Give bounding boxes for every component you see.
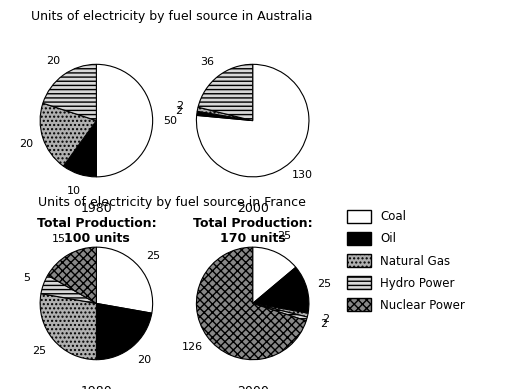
Text: 5: 5 bbox=[23, 273, 30, 283]
Text: Total Production:
100 units: Total Production: 100 units bbox=[36, 217, 156, 245]
Text: 130: 130 bbox=[292, 170, 313, 180]
Text: 10: 10 bbox=[67, 186, 80, 196]
Text: 2000: 2000 bbox=[237, 202, 269, 215]
Text: 126: 126 bbox=[182, 342, 203, 352]
Text: 25: 25 bbox=[146, 251, 160, 261]
Wedge shape bbox=[40, 294, 96, 360]
Wedge shape bbox=[43, 64, 96, 121]
Wedge shape bbox=[47, 247, 96, 303]
Wedge shape bbox=[96, 247, 153, 313]
Text: 1980: 1980 bbox=[81, 202, 112, 215]
Text: 2000: 2000 bbox=[237, 385, 269, 389]
Wedge shape bbox=[96, 64, 153, 177]
Wedge shape bbox=[253, 303, 307, 321]
Wedge shape bbox=[64, 121, 96, 177]
Text: 25: 25 bbox=[277, 231, 291, 241]
Text: 20: 20 bbox=[46, 56, 60, 65]
Wedge shape bbox=[253, 303, 308, 317]
Wedge shape bbox=[196, 64, 309, 177]
Wedge shape bbox=[197, 107, 253, 121]
Text: 15: 15 bbox=[52, 234, 66, 244]
Wedge shape bbox=[253, 247, 296, 303]
Text: 20: 20 bbox=[137, 355, 151, 365]
Text: 25: 25 bbox=[32, 346, 46, 356]
Text: Units of electricity by fuel source in France: Units of electricity by fuel source in F… bbox=[38, 196, 306, 209]
Wedge shape bbox=[96, 303, 152, 360]
Wedge shape bbox=[253, 267, 309, 313]
Text: 2: 2 bbox=[176, 106, 182, 116]
Legend: Coal, Oil, Natural Gas, Hydro Power, Nuclear Power: Coal, Oil, Natural Gas, Hydro Power, Nuc… bbox=[344, 207, 467, 314]
Text: Units of electricity by fuel source in Australia: Units of electricity by fuel source in A… bbox=[31, 10, 313, 23]
Wedge shape bbox=[198, 64, 253, 121]
Text: 25: 25 bbox=[317, 279, 331, 289]
Text: Total Production:
170 units: Total Production: 170 units bbox=[193, 217, 313, 245]
Wedge shape bbox=[40, 103, 96, 166]
Wedge shape bbox=[196, 111, 253, 121]
Wedge shape bbox=[196, 247, 306, 360]
Wedge shape bbox=[41, 275, 96, 303]
Text: 2: 2 bbox=[320, 319, 328, 329]
Text: 2: 2 bbox=[177, 101, 183, 110]
Text: 36: 36 bbox=[200, 57, 214, 67]
Text: 1980: 1980 bbox=[81, 385, 112, 389]
Text: 2: 2 bbox=[322, 314, 329, 324]
Text: 20: 20 bbox=[19, 138, 33, 149]
Text: 50: 50 bbox=[164, 116, 178, 126]
